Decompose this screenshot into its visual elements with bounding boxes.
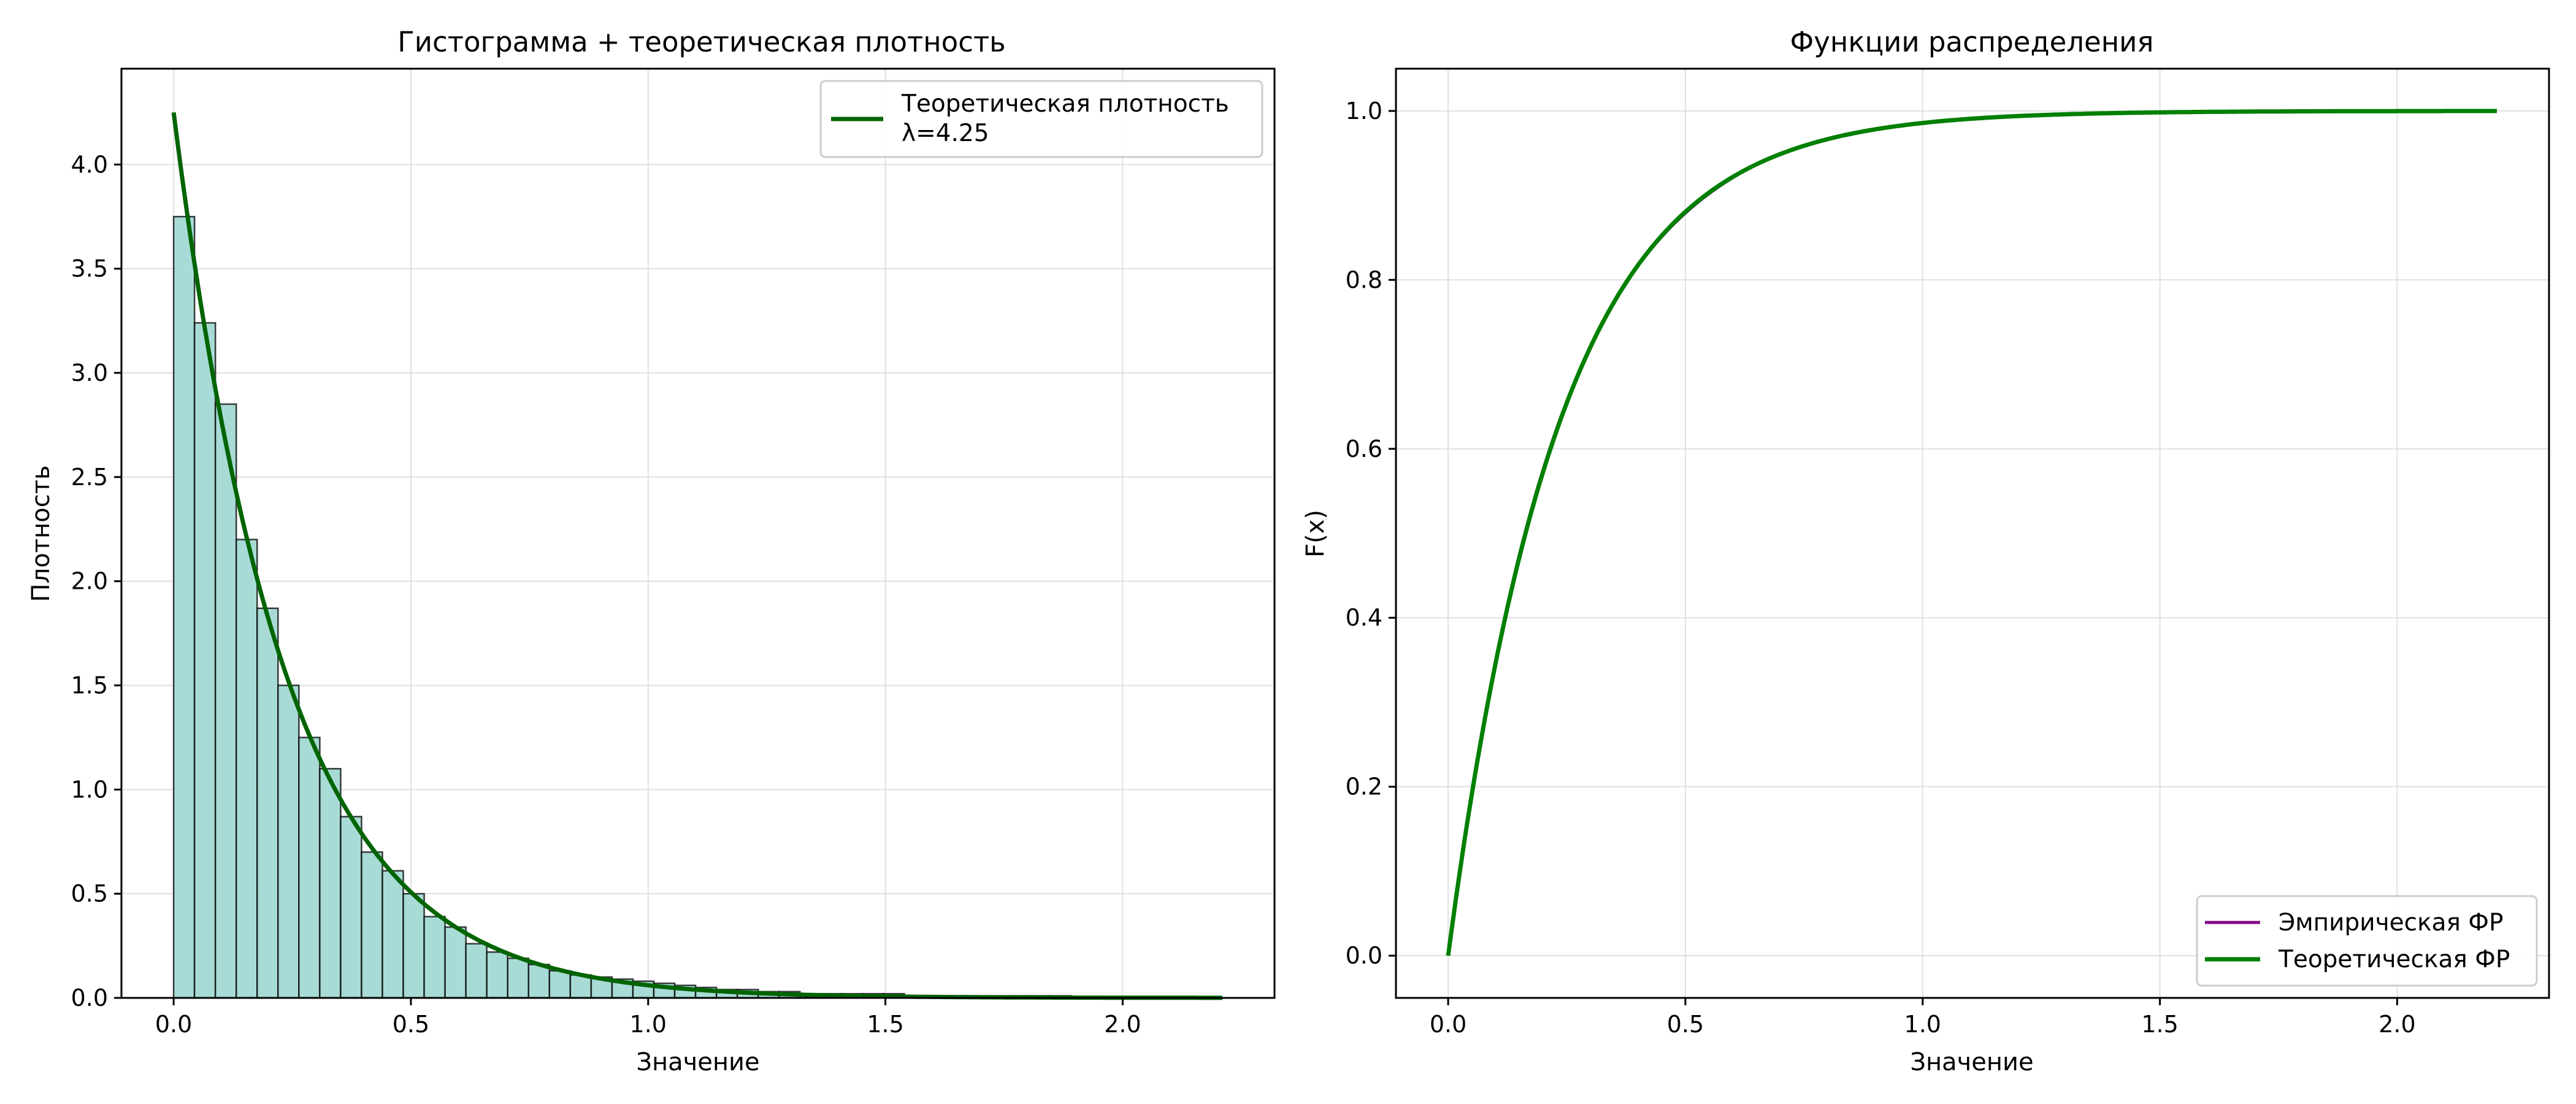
histogram-y-axis-label: Плотность	[27, 466, 55, 602]
histogram-x-ticks: 0.0 0.5 1.0 1.5 2.0	[155, 998, 1141, 1038]
y-tick-label: 1.0	[1346, 98, 1382, 125]
histogram-bar	[527, 964, 551, 999]
histogram-bar	[235, 539, 258, 999]
histogram-bar	[402, 892, 425, 999]
histogram-bar	[256, 607, 279, 999]
y-tick-label: 0.4	[1346, 604, 1382, 631]
x-tick-label: 2.0	[1104, 1011, 1141, 1038]
histogram-bar	[465, 943, 488, 999]
y-tick-label: 0.6	[1346, 435, 1382, 462]
x-tick-label: 0.0	[1430, 1011, 1466, 1038]
cdf-legend-empirical-label: Эмпирическая ФР	[2279, 909, 2503, 937]
cdf-grid	[1396, 69, 2549, 998]
histogram-y-ticks: 0.0 0.5 1.0 1.5 2.0 2.5 3.0 3.5 4.0	[71, 151, 121, 1011]
histogram-bar	[319, 768, 342, 999]
histogram-chart: Гистограмма + теоретическая плотность 0.…	[27, 26, 1276, 1076]
histogram-bar	[193, 322, 217, 999]
histogram-bar	[298, 737, 321, 999]
y-tick-label: 0.8	[1346, 266, 1382, 293]
cdf-chart: Функции распределения 0.0 0.5 1.0 1.5 2.0 0.…	[1301, 26, 2550, 1076]
histogram-bar	[361, 851, 383, 999]
cdf-legend-theoretical-label: Теоретическая ФР	[2278, 946, 2510, 973]
y-tick-label: 1.5	[71, 672, 108, 699]
y-tick-label: 3.0	[71, 359, 108, 386]
histogram-bar	[340, 816, 362, 999]
histogram-bar	[423, 916, 446, 999]
histogram-legend: Теоретическая плотность λ=4.25	[819, 80, 1263, 158]
x-tick-label: 1.0	[630, 1011, 667, 1038]
y-tick-label: 4.0	[71, 151, 108, 178]
cdf-legend: Эмпирическая ФР Теоретическая ФР	[2196, 895, 2538, 987]
histogram-legend-box	[819, 80, 1263, 158]
x-tick-label: 0.5	[1667, 1011, 1704, 1038]
y-tick-label: 0.2	[1346, 773, 1382, 800]
x-tick-label: 2.0	[2379, 1011, 2415, 1038]
cdf-x-ticks: 0.0 0.5 1.0 1.5 2.0	[1430, 998, 2416, 1038]
histogram-bar	[444, 926, 467, 999]
histogram-legend-label-line2: λ=4.25	[902, 120, 989, 147]
x-tick-label: 1.0	[1904, 1011, 1941, 1038]
y-tick-label: 0.0	[71, 984, 108, 1011]
histogram-legend-label-line1: Теоретическая плотность	[901, 90, 1229, 118]
y-tick-label: 3.5	[71, 255, 108, 282]
x-tick-label: 0.5	[393, 1011, 429, 1038]
x-tick-label: 1.5	[867, 1011, 903, 1038]
cdf-legend-box	[2196, 895, 2538, 987]
histogram-bar	[548, 970, 572, 999]
y-tick-label: 2.5	[71, 464, 108, 491]
cdf-axes-frame	[1395, 67, 2550, 999]
histogram-bar	[172, 215, 196, 999]
y-tick-label: 2.0	[71, 568, 108, 595]
histogram-bar	[277, 684, 300, 999]
theoretical-cdf-line	[1446, 109, 2497, 956]
x-tick-label: 1.5	[2141, 1011, 2178, 1038]
histogram-bar	[381, 870, 404, 999]
histogram-bar	[214, 403, 237, 999]
histogram-axes-frame	[120, 67, 1276, 999]
y-tick-label: 0.0	[1346, 942, 1382, 969]
histogram-x-axis-label: Значение	[636, 1048, 759, 1076]
cdf-y-axis-label: F(x)	[1301, 510, 1330, 558]
histogram-bar	[507, 957, 530, 999]
histogram-chart-title: Гистограмма + теоретическая плотность	[397, 26, 1005, 58]
cdf-y-ticks: 0.0 0.2 0.4 0.6 0.8 1.0	[1346, 98, 1396, 969]
x-tick-label: 0.0	[155, 1011, 192, 1038]
cdf-x-axis-label: Значение	[1910, 1048, 2033, 1076]
y-tick-label: 1.0	[71, 776, 108, 803]
cdf-chart-title: Функции распределения	[1790, 26, 2154, 58]
y-tick-label: 0.5	[71, 880, 108, 907]
histogram-bar	[486, 951, 509, 999]
